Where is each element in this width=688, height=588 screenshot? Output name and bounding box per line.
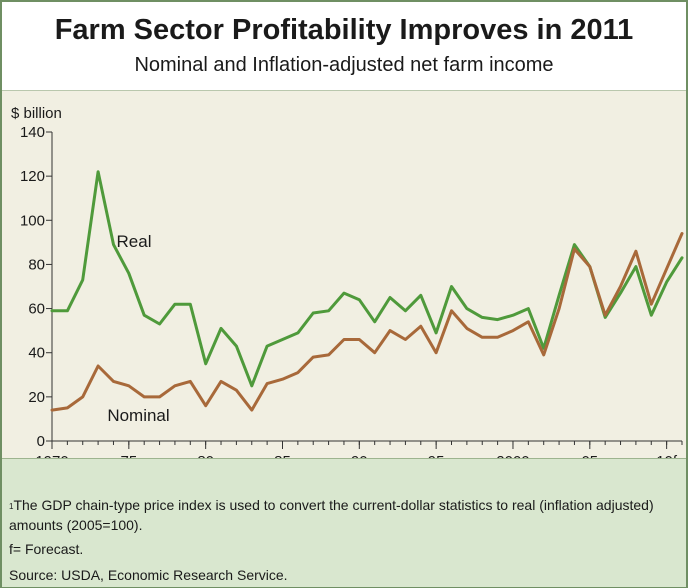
header: Farm Sector Profitability Improves in 20… xyxy=(2,2,686,91)
gdp-footnote: 1The GDP chain-type price index is used … xyxy=(9,495,669,535)
y-tick-label: 120 xyxy=(20,168,45,185)
line-chart: 0 20 40 60 80 100 120 140 $ billion 1970 75 80 85 90 9… xyxy=(11,105,684,458)
source-note: Source: USDA, Economic Research Service. xyxy=(9,567,288,583)
y-tick-label: 140 xyxy=(20,124,45,141)
y-tick-label: 100 xyxy=(20,212,45,229)
y-tick-label: 0 xyxy=(37,433,45,450)
x-tick-label: 80 xyxy=(197,453,214,458)
series-lines xyxy=(50,170,684,412)
series-label-nominal: Nominal xyxy=(107,406,169,425)
series-line-nominal xyxy=(50,232,684,412)
x-tick-label: 85 xyxy=(274,453,291,458)
y-tick-label: 40 xyxy=(28,345,45,362)
x-tick-label: 10f xyxy=(656,453,678,458)
x-tick-label: 75 xyxy=(120,453,137,458)
series-label-real: Real xyxy=(117,232,152,251)
series-labels: Real Nominal xyxy=(107,232,169,425)
chart-title: Farm Sector Profitability Improves in 20… xyxy=(54,14,634,46)
axes: 0 20 40 60 80 100 120 140 $ billion 1970 75 80 85 90 9… xyxy=(11,105,683,458)
footnote-text: The GDP chain-type price index is used t… xyxy=(9,497,654,533)
chart-subtitle: Nominal and Inflation-adjusted net farm … xyxy=(134,54,554,76)
y-tick-label: 80 xyxy=(28,256,45,273)
x-tick-label: 05 xyxy=(581,453,598,458)
y-tick-label: 20 xyxy=(28,389,45,406)
x-tick-label: 1970 xyxy=(35,453,68,458)
x-tick-label: 2000 xyxy=(496,453,529,458)
y-tick-label: 60 xyxy=(28,301,45,318)
series-line-real xyxy=(50,170,684,388)
x-tick-label: 95 xyxy=(428,453,445,458)
footnote-marker: 1 xyxy=(9,502,14,511)
x-tick-label: 90 xyxy=(351,453,368,458)
y-axis-label: $ billion xyxy=(11,105,62,122)
footnotes: 1The GDP chain-type price index is used … xyxy=(2,458,686,587)
forecast-note: f= Forecast. xyxy=(9,541,84,557)
